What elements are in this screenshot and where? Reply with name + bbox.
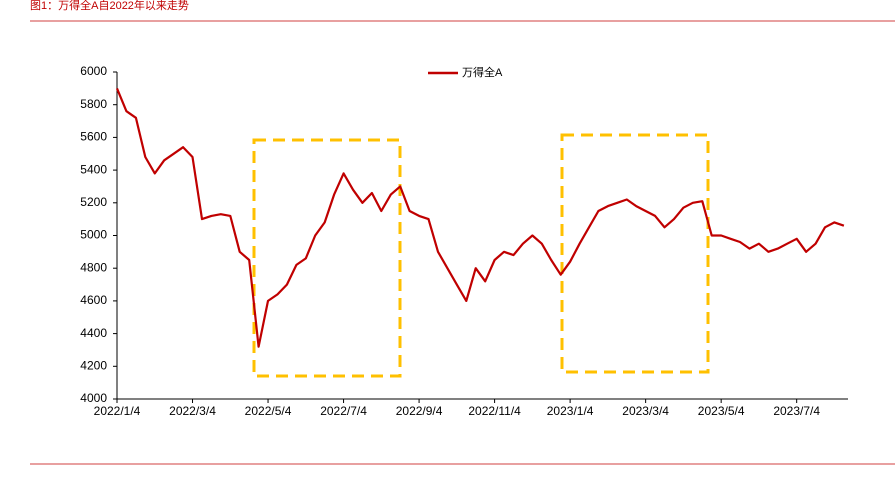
y-tick-label: 5600 — [80, 130, 107, 144]
y-tick-label: 4200 — [80, 358, 107, 372]
x-tick-label: 2022/3/4 — [169, 404, 216, 418]
x-tick-label: 2023/5/4 — [698, 404, 745, 418]
x-tick-label: 2023/7/4 — [773, 404, 820, 418]
y-tick-label: 4000 — [80, 391, 107, 405]
legend-label: 万得全A — [462, 65, 503, 79]
chart-title: 图1：万得全A自2022年以来走势 — [30, 0, 189, 12]
y-tick-label: 5200 — [80, 195, 107, 209]
x-tick-label: 2023/1/4 — [547, 404, 594, 418]
y-tick-label: 4600 — [80, 293, 107, 307]
x-tick-label: 2022/11/4 — [468, 404, 521, 418]
highlight-box — [560, 133, 710, 374]
series-line — [115, 87, 845, 348]
y-tick-label: 4400 — [80, 326, 107, 340]
y-tick-label: 5000 — [80, 228, 107, 242]
x-tick-label: 2022/1/4 — [94, 404, 141, 418]
y-tick-label: 4800 — [80, 260, 107, 274]
x-tick-label: 2022/9/4 — [396, 404, 443, 418]
y-tick-label: 6000 — [80, 64, 107, 78]
highlight-box — [252, 138, 402, 378]
x-tick-label: 2023/3/4 — [622, 404, 669, 418]
x-tick-label: 2022/5/4 — [245, 404, 292, 418]
y-tick-label: 5800 — [80, 97, 107, 111]
x-tick-label: 2022/7/4 — [320, 404, 367, 418]
y-tick-label: 5400 — [80, 162, 107, 176]
